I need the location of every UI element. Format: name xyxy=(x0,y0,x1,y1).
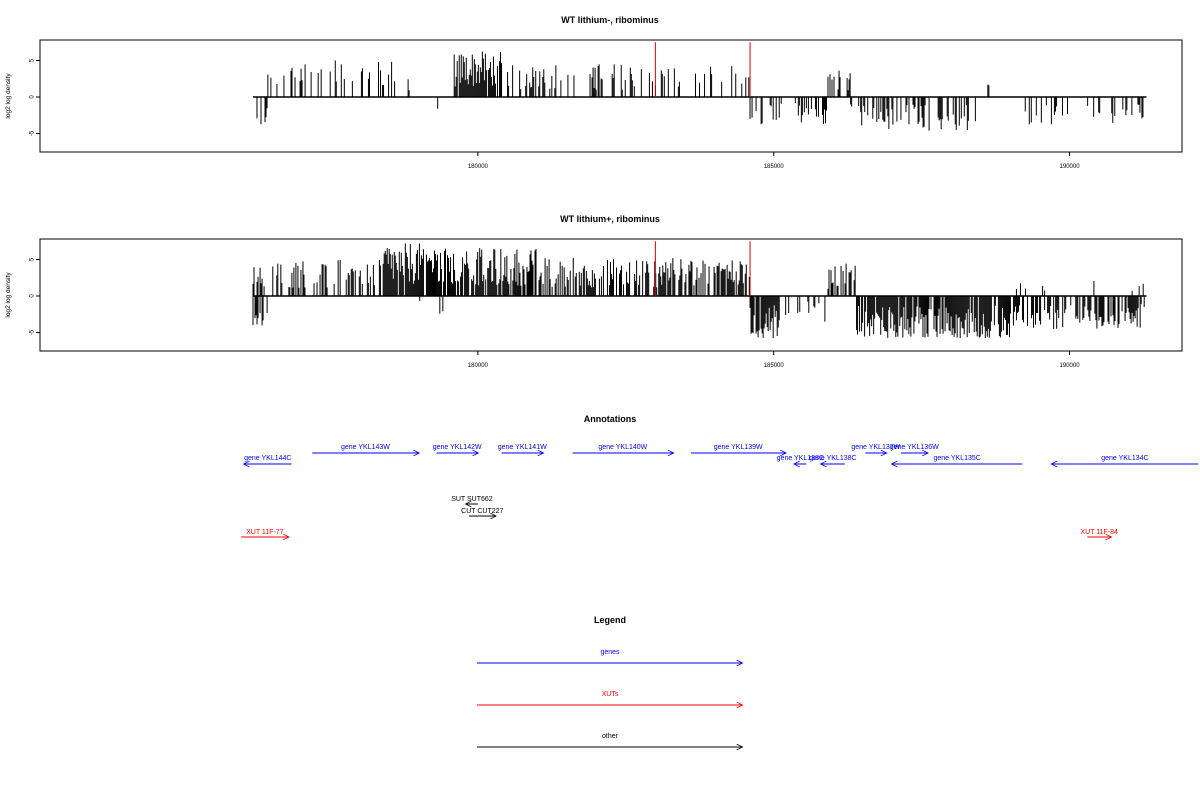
feature-label: gene YKL138C xyxy=(809,455,856,462)
y-tick-label: 0 xyxy=(29,294,35,298)
axis-ticks: -5 0 5 180000 185000 190000 xyxy=(29,58,1080,170)
feature-label: CUT CUT227 xyxy=(461,508,503,515)
density-panel-lithium-plus: WT lithium+, ribominus log2 log density … xyxy=(5,214,1183,369)
panel-title: WT lithium+, ribominus xyxy=(560,214,660,224)
feature-label: gene YKL136W xyxy=(890,444,939,451)
highlight-lines xyxy=(654,241,751,296)
feature-label: SUT SUT662 xyxy=(451,496,493,503)
axis-ticks: -5 0 5 180000 185000 190000 xyxy=(29,257,1080,369)
x-tick-label: 180000 xyxy=(468,164,489,170)
density-bars xyxy=(252,243,1147,339)
feature-label: gene YKL142W xyxy=(433,444,482,451)
legend-items: genes XUTs other xyxy=(477,649,742,747)
feature-label: gene YKL137W xyxy=(851,444,900,451)
plot-frame xyxy=(39,39,1183,153)
x-tick-label: 190000 xyxy=(1060,164,1081,170)
feature-label: gene YKL143W xyxy=(341,444,390,451)
annotations-title: Annotations xyxy=(584,414,637,424)
plot-frame xyxy=(39,238,1183,352)
panel-title: WT lithium-, ribominus xyxy=(561,15,659,25)
legend-label: other xyxy=(602,733,619,740)
legend-label: XUTs xyxy=(602,691,619,698)
highlight-lines xyxy=(654,42,751,97)
density-bars xyxy=(253,51,1147,131)
feature-label: gene YKL141W xyxy=(498,444,547,451)
feature-label: gene YKL138C xyxy=(777,455,824,462)
feature-label: gene YKL134C xyxy=(1101,455,1148,462)
feature-label: gene YKL135C xyxy=(933,455,980,462)
y-tick-label: 0 xyxy=(29,95,35,99)
x-tick-label: 185000 xyxy=(764,164,785,170)
y-tick-label: -5 xyxy=(29,130,35,136)
x-tick-label: 185000 xyxy=(764,363,785,369)
y-axis-label: log2 log density xyxy=(5,272,12,318)
feature-label: gene YKL140W xyxy=(598,444,647,451)
feature-label: gene YKL144C xyxy=(244,455,291,462)
legend-title: Legend xyxy=(594,615,626,625)
feature-label: XUT 11F-77 xyxy=(246,529,284,536)
legend: Legend genes XUTs other xyxy=(477,615,742,747)
density-panel-lithium-minus: WT lithium-, ribominus log2 log density … xyxy=(5,15,1183,170)
x-tick-label: 190000 xyxy=(1060,363,1081,369)
y-tick-label: -5 xyxy=(29,329,35,335)
legend-label: genes xyxy=(600,649,620,656)
y-axis-label: log2 log density xyxy=(5,73,12,119)
y-tick-label: 5 xyxy=(29,58,35,62)
x-tick-label: 180000 xyxy=(468,363,489,369)
feature-label: XUT 11F-84 xyxy=(1080,529,1118,536)
annotation-features: gene YKL144C gene YKL143W gene YKL142W gene… xyxy=(241,444,1198,537)
y-tick-label: 5 xyxy=(29,257,35,261)
feature-label: gene YKL139W xyxy=(714,444,763,451)
